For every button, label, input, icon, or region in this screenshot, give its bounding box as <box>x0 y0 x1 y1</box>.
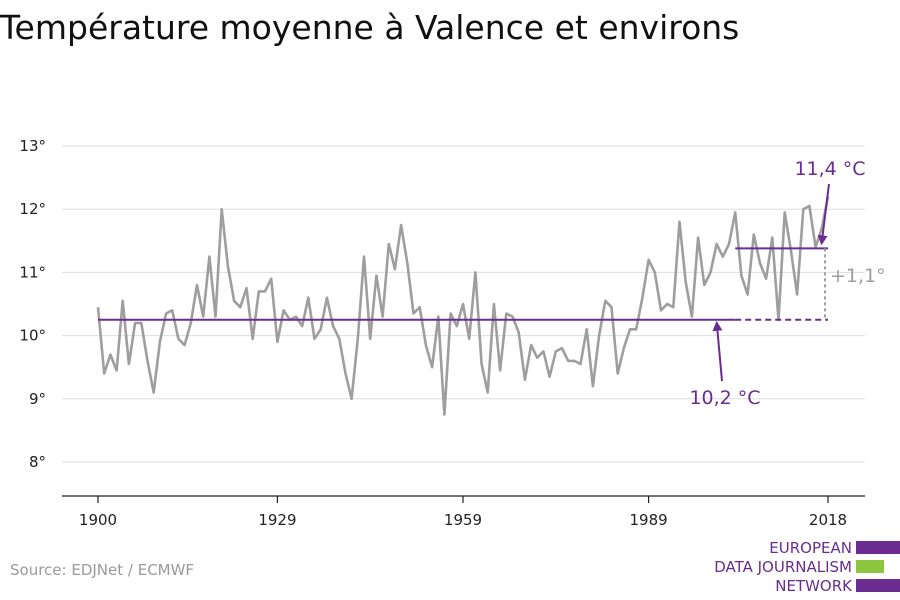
logo-bar-3 <box>856 579 900 592</box>
chart-title: Température moyenne à Valence et environ… <box>0 8 740 47</box>
edjnet-logo[interactable]: EUROPEAN DATA JOURNALISM NETWORK <box>670 539 900 597</box>
x-tick-label-1989: 1989 <box>629 511 667 529</box>
x-tick-label-1900: 1900 <box>79 511 117 529</box>
logo-bar-2 <box>856 560 884 573</box>
logo-bar-1 <box>856 541 900 554</box>
line-chart: 8° 9° 10° 11° 12° 13° 1900 1929 1959 1989 2018 +1… <box>19 137 885 529</box>
logo-line-3: NETWORK <box>775 577 852 595</box>
series-group <box>96 196 830 416</box>
grid-lines <box>62 145 865 463</box>
x-tick-label-2018: 2018 <box>809 511 847 529</box>
difference-label: +1,1° <box>830 265 886 287</box>
x-tick-label-1959: 1959 <box>444 511 482 529</box>
logo-line-1: EUROPEAN <box>769 539 852 557</box>
x-axis: 1900 1929 1959 1989 2018 <box>62 495 865 529</box>
arrow-mean-recent <box>817 183 830 246</box>
y-tick-label-12: 12° <box>19 200 46 218</box>
label-mean-recent: 11,4 °C <box>794 158 865 180</box>
y-tick-label-10: 10° <box>19 327 46 345</box>
y-tick-label-8: 8° <box>29 453 46 471</box>
arrow-mean-1900 <box>712 320 723 382</box>
x-tick-label-1929: 1929 <box>258 511 296 529</box>
y-tick-label-13: 13° <box>19 137 46 155</box>
logo-line-2: DATA JOURNALISM <box>714 558 852 576</box>
y-tick-label-11: 11° <box>19 263 46 281</box>
source-note: Source: EDJNet / ECMWF <box>10 561 195 579</box>
label-mean-1900: 10,2 °C <box>689 387 760 409</box>
y-axis-ticks: 8° 9° 10° 11° 12° 13° <box>19 137 46 471</box>
series-line-0 <box>96 196 830 416</box>
reference-lines <box>98 247 828 321</box>
annotations: +1,1° 10,2 °C 11,4 °C <box>689 158 885 409</box>
y-tick-label-9: 9° <box>29 390 46 408</box>
